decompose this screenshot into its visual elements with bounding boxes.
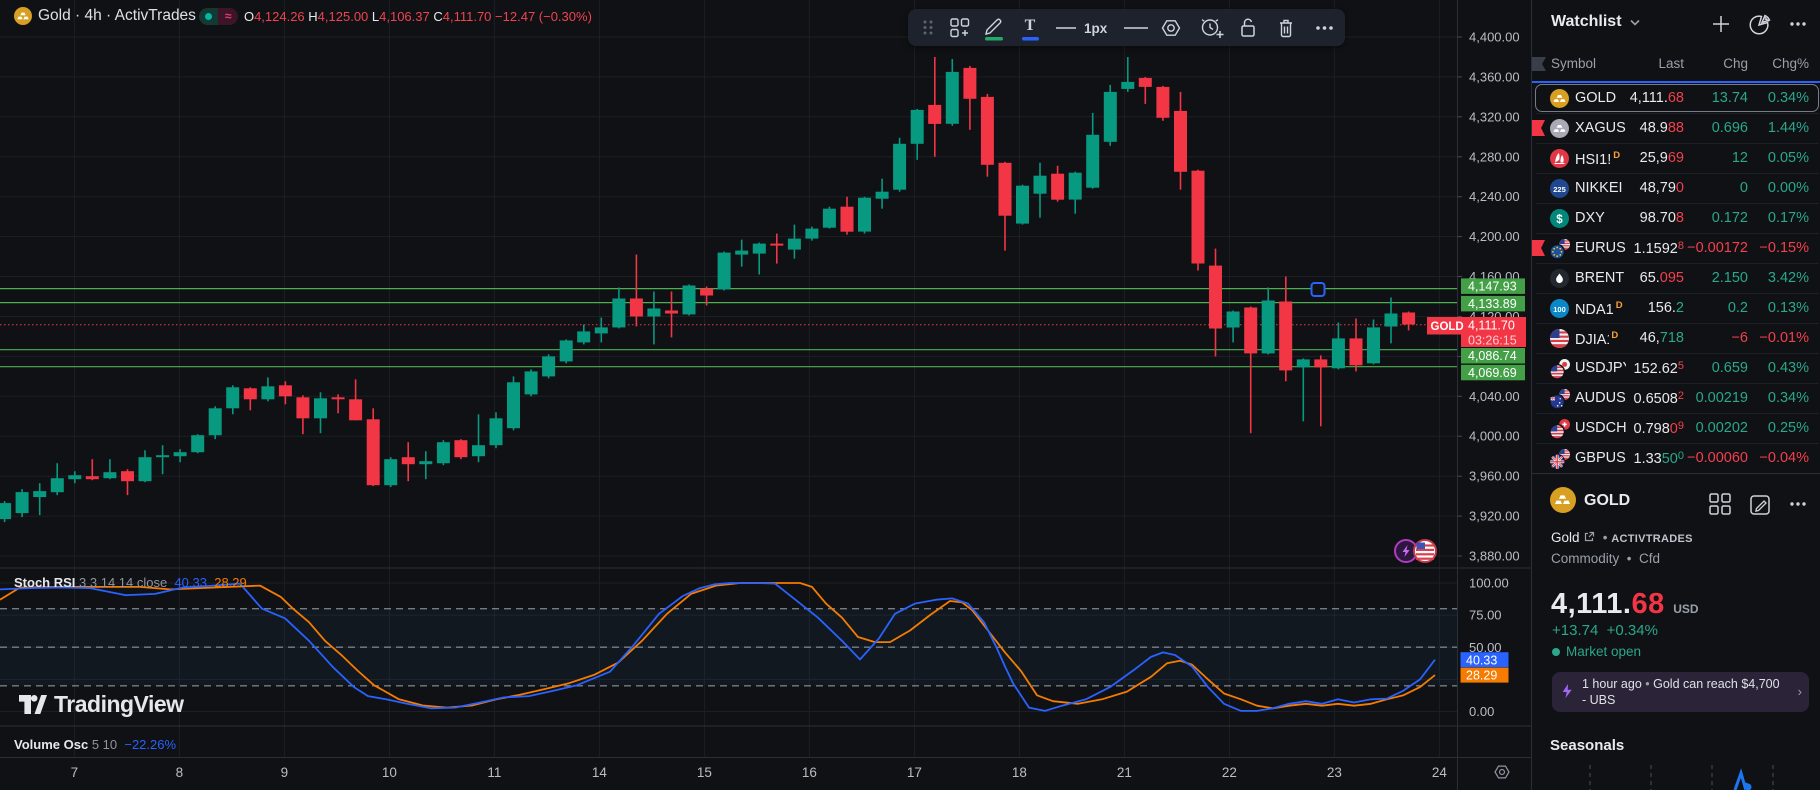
svg-text:21: 21 <box>1117 765 1132 780</box>
svg-text:3,960.00: 3,960.00 <box>1469 469 1520 484</box>
svg-text:24: 24 <box>1432 765 1448 780</box>
svg-text:22: 22 <box>1222 765 1237 780</box>
svg-text:4,133.89: 4,133.89 <box>1468 297 1517 311</box>
svg-text:40.33: 40.33 <box>1466 653 1497 667</box>
svg-text:4,086.74: 4,086.74 <box>1468 349 1517 363</box>
svg-text:1px: 1px <box>1084 21 1108 36</box>
svg-text:225: 225 <box>1553 185 1566 194</box>
svg-text:28.29: 28.29 <box>1466 669 1497 683</box>
svg-text:$: $ <box>1556 214 1563 226</box>
svg-text:15: 15 <box>697 765 712 780</box>
svg-text:14: 14 <box>592 765 608 780</box>
svg-text:4,111.70: 4,111.70 <box>1468 319 1515 333</box>
svg-text:100: 100 <box>1553 305 1566 314</box>
svg-text:4,000.00: 4,000.00 <box>1469 429 1520 444</box>
svg-text:0.00: 0.00 <box>1469 704 1494 719</box>
svg-text:GOLD: GOLD <box>1431 321 1464 333</box>
svg-text:4,400.00: 4,400.00 <box>1469 30 1520 45</box>
svg-text:7: 7 <box>71 765 79 780</box>
svg-text:11: 11 <box>487 765 501 780</box>
svg-text:03:26:15: 03:26:15 <box>1468 334 1517 348</box>
svg-text:18: 18 <box>1012 765 1027 780</box>
svg-text:9: 9 <box>281 765 289 780</box>
svg-text:50.00: 50.00 <box>1469 640 1502 655</box>
svg-text:100.00: 100.00 <box>1469 576 1509 591</box>
svg-text:4,147.93: 4,147.93 <box>1468 279 1517 293</box>
svg-text:4,040.00: 4,040.00 <box>1469 389 1520 404</box>
svg-text:4,069.69: 4,069.69 <box>1468 366 1517 380</box>
svg-text:4,360.00: 4,360.00 <box>1469 69 1520 84</box>
svg-text:3,880.00: 3,880.00 <box>1469 549 1520 564</box>
svg-text:17: 17 <box>907 765 922 780</box>
svg-text:4,280.00: 4,280.00 <box>1469 149 1520 164</box>
svg-text:4,200.00: 4,200.00 <box>1469 229 1520 244</box>
svg-text:75.00: 75.00 <box>1469 608 1502 623</box>
svg-text:8: 8 <box>176 765 184 780</box>
svg-text:4,240.00: 4,240.00 <box>1469 189 1520 204</box>
svg-text:10: 10 <box>382 765 397 780</box>
svg-text:4,320.00: 4,320.00 <box>1469 109 1520 124</box>
svg-text:16: 16 <box>802 765 817 780</box>
svg-text:23: 23 <box>1327 765 1342 780</box>
svg-text:3,920.00: 3,920.00 <box>1469 509 1520 524</box>
svg-text:T: T <box>1025 17 1036 34</box>
